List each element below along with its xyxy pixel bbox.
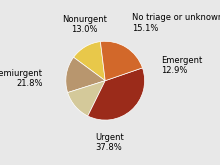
Wedge shape <box>88 68 145 120</box>
Text: Emergent
12.9%: Emergent 12.9% <box>161 56 202 75</box>
Wedge shape <box>68 81 105 116</box>
Text: No triage or unknown
15.1%: No triage or unknown 15.1% <box>132 13 220 33</box>
Wedge shape <box>73 42 105 81</box>
Wedge shape <box>66 57 105 93</box>
Wedge shape <box>100 41 143 81</box>
Text: Nonurgent
13.0%: Nonurgent 13.0% <box>62 15 107 34</box>
Text: Semiurgent
21.8%: Semiurgent 21.8% <box>0 69 43 88</box>
Text: Urgent
37.8%: Urgent 37.8% <box>95 133 123 152</box>
